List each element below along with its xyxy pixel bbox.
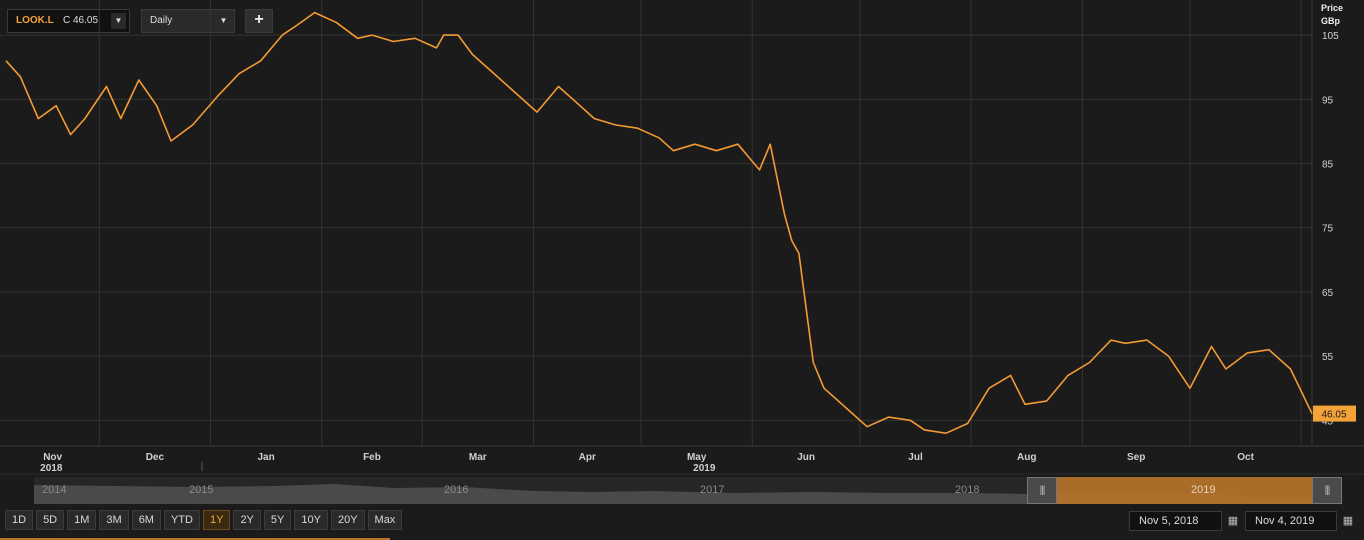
- start-date-field[interactable]: Nov 5, 2018: [1129, 511, 1222, 531]
- range-button-ytd[interactable]: YTD: [163, 510, 200, 530]
- navigator-year-label: 2017: [700, 484, 725, 496]
- x-month-label: Oct: [1237, 452, 1254, 463]
- price-axis-title-line1: Price: [1321, 3, 1344, 13]
- range-button-3m[interactable]: 3M: [99, 510, 129, 530]
- range-button-1d[interactable]: 1D: [5, 510, 34, 530]
- y-tick-label: 95: [1322, 95, 1334, 106]
- navigator-year-label: 2016: [444, 484, 469, 496]
- price-axis-title: Price GBp: [1321, 2, 1343, 28]
- range-button-6m[interactable]: 6M: [131, 510, 161, 530]
- navigator-right-handle[interactable]: |||: [1312, 477, 1342, 504]
- x-month-label: Feb: [363, 452, 381, 463]
- x-month-label: Nov: [43, 452, 62, 463]
- interval-label: Daily: [150, 15, 173, 26]
- x-month-label: Mar: [469, 452, 487, 463]
- x-month-label: Jan: [258, 452, 275, 463]
- range-button-max[interactable]: Max: [367, 510, 403, 530]
- interval-selector[interactable]: Daily ▼: [141, 9, 235, 33]
- symbol-label: LOOK.L: [16, 15, 54, 26]
- y-tick-label: 105: [1322, 31, 1339, 42]
- x-month-label: Aug: [1017, 452, 1036, 463]
- range-button-5y[interactable]: 5Y: [263, 510, 292, 530]
- add-series-button[interactable]: +: [245, 9, 273, 33]
- price-axis-title-line2: GBp: [1321, 16, 1340, 26]
- y-tick-label: 55: [1322, 352, 1334, 363]
- calendar-icon[interactable]: ▦: [1342, 515, 1354, 527]
- chevron-down-icon[interactable]: ▼: [111, 13, 126, 29]
- range-button-5d[interactable]: 5D: [36, 510, 65, 530]
- price-series-line: [5, 11, 1313, 435]
- navigator-selection[interactable]: [1057, 477, 1314, 504]
- navigator-history-area: [34, 484, 1314, 504]
- chart-toolbar: LOOK.L C 46.05 ▼ Daily ▼ +: [0, 0, 1364, 40]
- navigator-left-handle[interactable]: |||: [1027, 477, 1057, 504]
- range-buttons: 1D 5D 1M 3M 6M YTD 1Y 2Y 5Y 10Y 20Y Max: [5, 510, 403, 530]
- navigator-year-label: 2014: [42, 484, 67, 496]
- y-tick-label: 85: [1322, 160, 1334, 171]
- x-year-label: 2019: [693, 463, 716, 474]
- time-navigator[interactable]: 2014 2015 2016 2017 2018 2019 ||| |||: [34, 477, 1342, 504]
- x-month-label: Dec: [146, 452, 165, 463]
- symbol-selector[interactable]: LOOK.L C 46.05 ▼: [7, 9, 130, 33]
- range-button-20y[interactable]: 20Y: [330, 510, 365, 530]
- x-month-label: Jul: [908, 452, 923, 463]
- chevron-down-icon[interactable]: ▼: [216, 13, 231, 29]
- x-year-label: 2018: [40, 463, 63, 474]
- x-month-label: Sep: [1127, 452, 1145, 463]
- y-tick-label: 65: [1322, 288, 1334, 299]
- navigator-year-label: 2018: [955, 484, 980, 496]
- range-button-1y[interactable]: 1Y: [202, 510, 231, 530]
- navigator-year-label: 2019: [1191, 484, 1216, 496]
- y-tick-label: 75: [1322, 224, 1334, 235]
- end-date-field[interactable]: Nov 4, 2019: [1245, 511, 1337, 531]
- navigator-year-label: 2015: [189, 484, 214, 496]
- y-tick-label: 45: [1322, 416, 1334, 427]
- x-month-label: May: [687, 452, 707, 463]
- range-button-1m[interactable]: 1M: [67, 510, 97, 530]
- x-month-label: Jun: [797, 452, 815, 463]
- close-price-label: C 46.05: [63, 15, 99, 26]
- last-price-label: 46.05: [1321, 410, 1346, 421]
- calendar-icon[interactable]: ▦: [1227, 515, 1239, 527]
- bottom-accent-strip: [0, 538, 390, 540]
- range-button-10y[interactable]: 10Y: [294, 510, 328, 530]
- last-price-marker: [1313, 405, 1356, 422]
- range-button-2y[interactable]: 2Y: [233, 510, 261, 530]
- x-month-label: Apr: [579, 452, 596, 463]
- price-chart: 105 95 85 75 65 55 45 Nov Dec Jan Feb Mar Apr May Jun…: [0, 0, 1364, 475]
